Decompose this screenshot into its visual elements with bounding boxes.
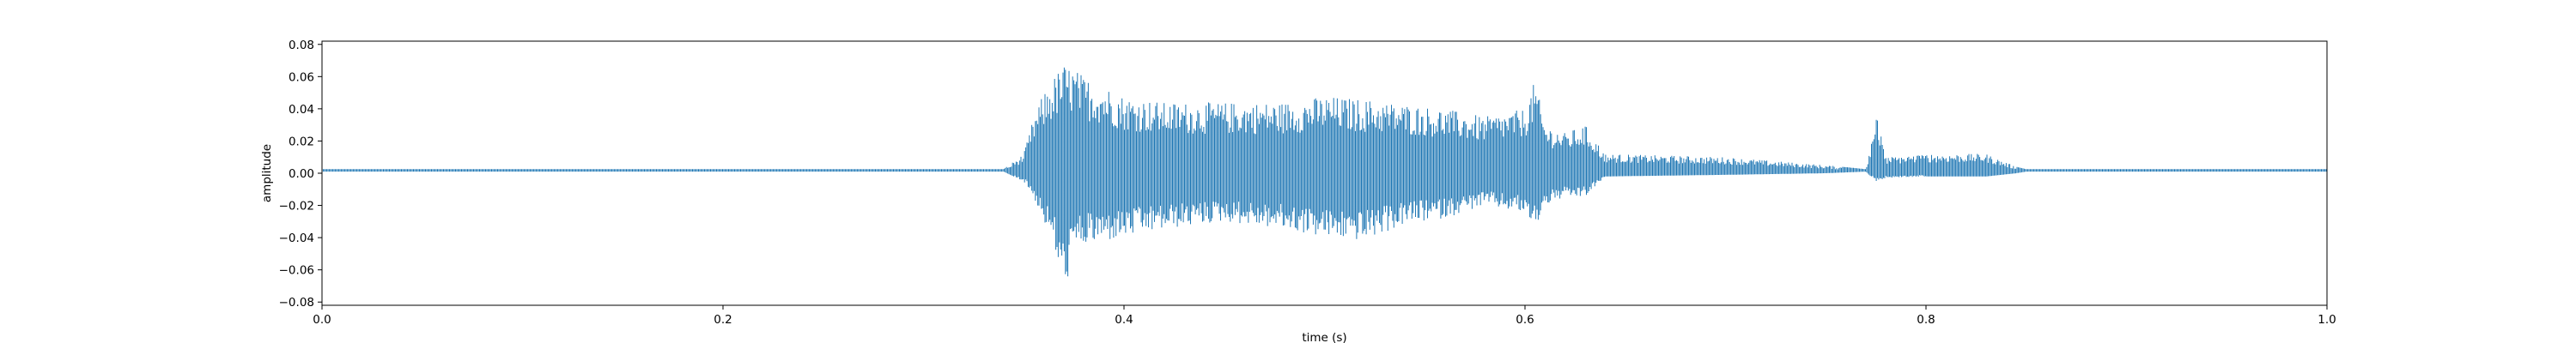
x-tick-label: 0.0 bbox=[313, 313, 331, 327]
x-tick-label: 0.2 bbox=[714, 313, 732, 327]
x-axis: 0.0 0.2 0.4 0.6 0.8 1.0 bbox=[313, 305, 2336, 327]
y-tick-label: 0.00 bbox=[289, 167, 314, 181]
x-tick-label: 0.6 bbox=[1516, 313, 1534, 327]
y-tick-label: −0.02 bbox=[279, 200, 314, 214]
y-tick-label: −0.08 bbox=[279, 296, 314, 310]
y-tick-label: −0.06 bbox=[279, 264, 314, 278]
y-axis: −0.08 −0.06 −0.04 −0.02 0.00 0.02 0.04 0.06 0.08 bbox=[279, 39, 322, 310]
y-tick-label: 0.08 bbox=[289, 39, 314, 52]
y-axis-label: amplitude bbox=[260, 144, 274, 202]
x-tick-label: 1.0 bbox=[2318, 313, 2336, 327]
waveform-series bbox=[321, 67, 2327, 277]
y-tick-label: −0.04 bbox=[279, 232, 314, 245]
x-axis-label: time (s) bbox=[1302, 331, 1346, 343]
x-tick-label: 0.8 bbox=[1917, 313, 1935, 327]
y-tick-label: 0.06 bbox=[289, 70, 314, 84]
y-tick-label: 0.04 bbox=[289, 103, 314, 117]
plot-area bbox=[321, 67, 2327, 277]
x-tick-label: 0.4 bbox=[1115, 313, 1133, 327]
y-tick-label: 0.02 bbox=[289, 135, 314, 148]
